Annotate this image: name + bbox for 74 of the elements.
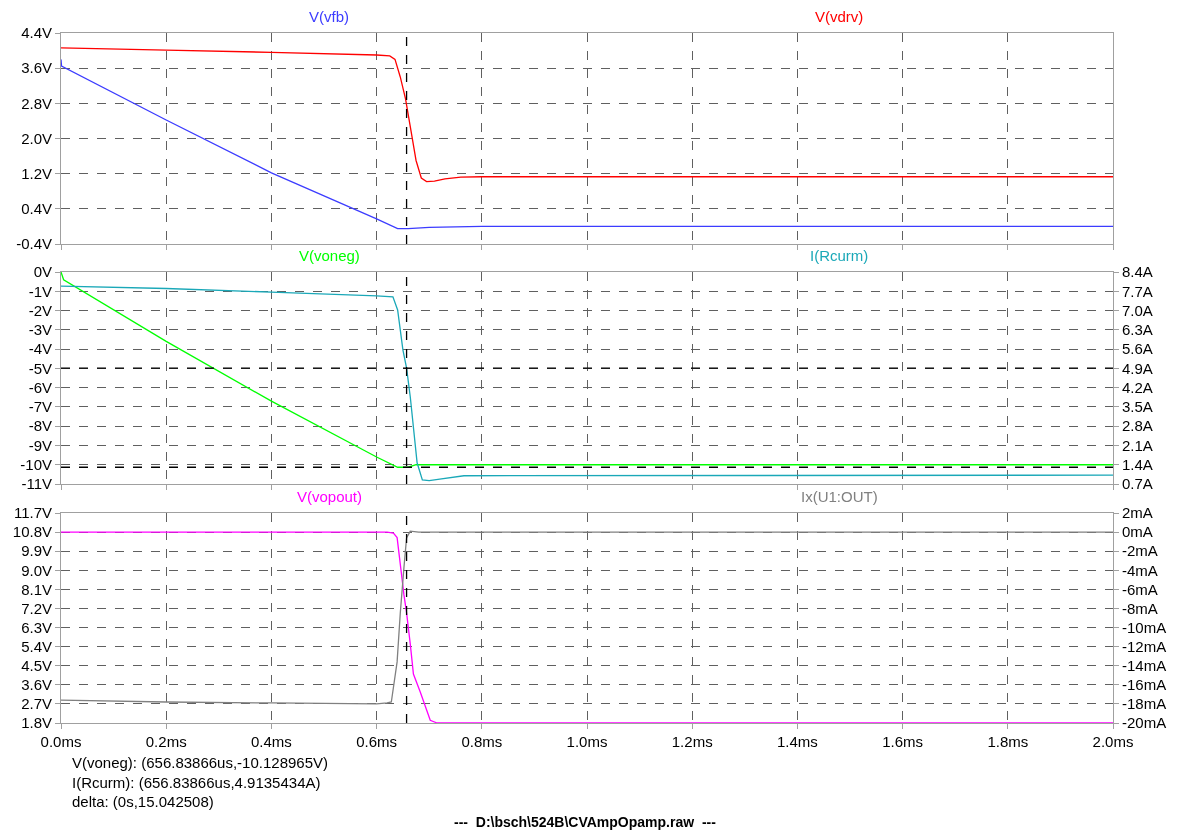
y2-tick-label: 6.3A (1122, 321, 1153, 339)
y2-tick-label: -4mA (1122, 561, 1158, 579)
y2-tick-label: -20mA (1122, 714, 1167, 732)
x-tick-label: 0.2ms (145, 733, 187, 750)
y-tick-label: 4.5V (21, 656, 52, 674)
y-tick-label: 7.2V (21, 599, 52, 617)
y-tick-label: 3.6V (21, 59, 52, 77)
y2-tick-label: 5.6A (1122, 340, 1153, 358)
y2-tick-label: 3.5A (1122, 398, 1153, 416)
y-tick-label: -2V (28, 301, 52, 319)
y2-tick-label: 8.4A (1122, 263, 1153, 281)
x-tick-label: 0.4ms (250, 733, 292, 750)
y-tick-label: 9.9V (21, 542, 52, 560)
y2-tick-label: 1.4A (1122, 455, 1153, 473)
y2-tick-label: -6mA (1122, 580, 1158, 598)
y-tick-label: 0V (33, 263, 52, 281)
x-tick-label: 1.0ms (566, 733, 608, 750)
y2-tick-label: -2mA (1122, 542, 1158, 560)
y2-tick-label: 0mA (1122, 523, 1153, 541)
y-tick-label: -10V (20, 455, 52, 473)
text: V(voneg) (299, 247, 360, 264)
text: --- D:\bsch\524B\CVAmpOpamp.raw --- (454, 814, 717, 830)
x-tick-label: 2.0ms (1092, 733, 1134, 750)
y2-tick-label: -16mA (1122, 676, 1167, 694)
x-tick-label: 0.8ms (461, 733, 503, 750)
y-tick-label: 8.1V (21, 580, 52, 598)
y-tick-label: -7V (28, 398, 52, 416)
y-tick-label: 3.6V (21, 676, 52, 694)
y2-tick-label: 4.2A (1122, 378, 1153, 396)
y2-tick-label: 4.9A (1122, 359, 1153, 377)
text: I(Rcurm) (810, 247, 869, 264)
y-tick-label: -8V (28, 417, 52, 435)
y-tick-label: 2.0V (21, 129, 52, 147)
y-tick-label: 1.2V (21, 164, 52, 182)
y-tick-label: 0.4V (21, 200, 52, 218)
y-tick-label: 6.3V (21, 618, 52, 636)
x-tick-label: 1.4ms (776, 733, 818, 750)
y-tick-label: 11.7V (13, 504, 52, 522)
y2-tick-label: 2.8A (1122, 417, 1153, 435)
y-tick-label: 5.4V (21, 637, 52, 655)
y-tick-label: 10.8V (12, 523, 52, 541)
y-tick-label: -6V (28, 378, 52, 396)
y2-tick-label: -10mA (1122, 618, 1167, 636)
y-tick-label: -11V (21, 475, 52, 493)
y2-tick-label: 7.7A (1122, 282, 1153, 300)
series-label: V(vopout) (297, 488, 363, 505)
y-tick-label: -3V (28, 321, 52, 339)
y2-tick-label: 2mA (1122, 504, 1153, 522)
y-tick-label: 9.0V (21, 561, 52, 579)
x-tick-label: 1.6ms (882, 733, 924, 750)
y2-tick-label: -8mA (1122, 599, 1158, 617)
y-tick-label: 2.8V (21, 94, 52, 112)
y2-tick-label: 7.0A (1122, 301, 1153, 319)
y2-tick-label: -18mA (1122, 695, 1167, 713)
y-tick-label: -4V (28, 340, 52, 358)
y2-tick-label: 2.1A (1122, 436, 1153, 454)
y-tick-label: -1V (28, 282, 52, 300)
y-tick-label: 4.4V (21, 24, 52, 42)
text: V(vdrv) (815, 8, 864, 25)
text: V(voneg): (656.83866us,-10.128965V) I(Rcurm): (656.83866us,4.9135434A) delta: (0s,15.042508) (72, 754, 329, 810)
text: V(vfb) (309, 8, 350, 25)
x-tick-label: 1.8ms (987, 733, 1029, 750)
series-label: Ix(U1:OUT) (801, 488, 878, 505)
y-tick-label: 1.8V (21, 714, 52, 732)
y2-tick-label: 0.7A (1122, 475, 1153, 493)
y-tick-label: -5V (28, 359, 52, 377)
y2-tick-label: -14mA (1122, 656, 1167, 674)
y-tick-label: -9V (28, 436, 52, 454)
y-tick-label: -0.4V (16, 235, 52, 253)
x-tick-label: 1.2ms (671, 733, 713, 750)
y2-tick-label: -12mA (1122, 637, 1167, 655)
x-tick-label: 0.6ms (356, 733, 398, 750)
y-tick-label: 2.7V (21, 695, 52, 713)
x-tick-label: 0.0ms (40, 733, 82, 750)
